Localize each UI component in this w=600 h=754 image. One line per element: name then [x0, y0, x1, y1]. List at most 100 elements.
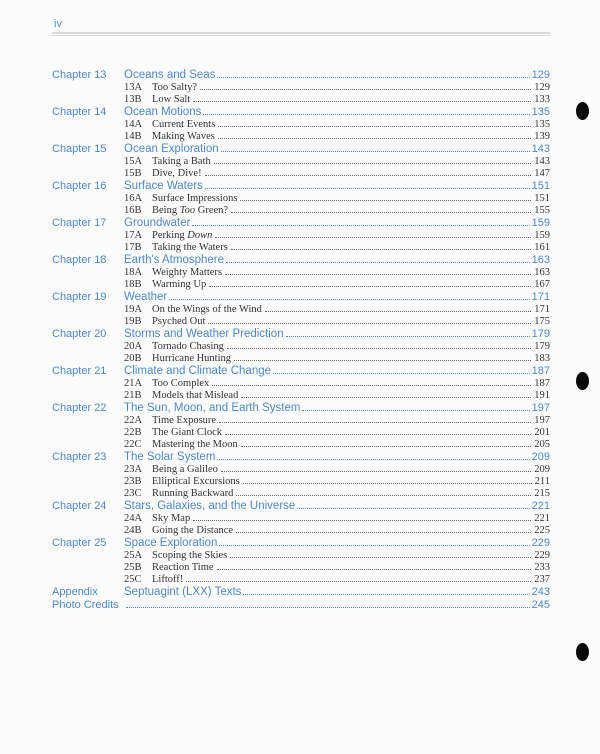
section-title: Too Salty? — [152, 83, 197, 94]
section-code: 14B — [124, 132, 152, 143]
section-page: 171 — [534, 305, 550, 316]
binder-hole — [576, 643, 589, 661]
leader-dots — [230, 557, 531, 558]
leader-dots — [226, 262, 530, 263]
chapter-page: 245 — [532, 600, 550, 611]
chapter-title: Ocean Exploration — [124, 144, 219, 156]
chapter-page: 143 — [532, 144, 550, 155]
section-title: Liftoff! — [152, 575, 183, 586]
section-title: Reaction Time — [152, 563, 214, 574]
chapter-page: 243 — [532, 587, 550, 598]
section-row: 25BReaction Time233 — [52, 563, 550, 574]
leader-dots — [225, 434, 531, 435]
chapter-page: 187 — [532, 366, 550, 377]
chapter-label: Chapter 24 — [52, 501, 124, 512]
chapter-title: Ocean Motions — [124, 107, 201, 119]
chapter-page: 163 — [532, 255, 550, 266]
leader-dots — [209, 286, 531, 287]
section-page: 167 — [534, 280, 550, 291]
section-title: Surface Impressions — [152, 194, 237, 205]
section-title: Taking a Bath — [152, 157, 211, 168]
leader-dots — [236, 495, 531, 496]
chapter-page: 229 — [532, 538, 550, 549]
chapter-title: Oceans and Seas — [124, 70, 215, 82]
leader-dots — [227, 348, 531, 349]
section-code: 23B — [124, 477, 152, 488]
binder-hole — [576, 102, 589, 120]
section-title: Weighty Matters — [152, 268, 222, 279]
section-row: 22BThe Giant Clock201 — [52, 428, 550, 439]
section-page: 159 — [534, 231, 550, 242]
table-of-contents: Chapter 13Oceans and Seas12913AToo Salty… — [52, 70, 550, 611]
leader-dots — [215, 237, 531, 238]
chapter-row: Chapter 18Earth's Atmosphere163 — [52, 255, 550, 267]
section-code: 23C — [124, 489, 152, 500]
leader-dots — [241, 446, 532, 447]
chapter-label: Chapter 25 — [52, 538, 124, 549]
section-title: Mastering the Moon — [152, 440, 238, 451]
section-page: 205 — [534, 440, 550, 451]
chapter-label: Chapter 16 — [52, 181, 124, 192]
section-page: 161 — [534, 243, 550, 254]
section-title: Psyched Out — [152, 317, 205, 328]
leader-dots — [218, 138, 531, 139]
leader-dots — [286, 336, 530, 337]
leader-dots — [203, 114, 529, 115]
section-row: 23ABeing a Galileo209 — [52, 465, 550, 476]
chapter-label: Appendix — [52, 587, 124, 598]
chapter-page: 197 — [532, 403, 550, 414]
leader-dots — [193, 520, 531, 521]
section-row: 15BDive, Dive!147 — [52, 169, 550, 180]
section-page: 147 — [534, 169, 550, 180]
toc-page: iv Chapter 13Oceans and Seas12913AToo Sa… — [0, 0, 600, 633]
chapter-row: Chapter 15Ocean Exploration143 — [52, 144, 550, 156]
section-code: 24A — [124, 514, 152, 525]
chapter-label: Chapter 22 — [52, 403, 124, 414]
section-page: 133 — [534, 95, 550, 106]
chapter-row: Photo Credits245 — [52, 600, 550, 611]
section-page: 221 — [534, 514, 550, 525]
section-page: 191 — [534, 391, 550, 402]
section-code: 17B — [124, 243, 152, 254]
section-title: Tornado Chasing — [152, 342, 224, 353]
section-page: 229 — [534, 551, 550, 562]
page-number: iv — [54, 18, 550, 30]
section-title: On the Wings of the Wind — [152, 305, 262, 316]
chapter-row: Chapter 25Space Exploration229 — [52, 538, 550, 550]
section-code: 13B — [124, 95, 152, 106]
chapter-label: Chapter 19 — [52, 292, 124, 303]
section-page: 175 — [534, 317, 550, 328]
section-row: 24BGoing the Distance225 — [52, 526, 550, 537]
chapter-page: 221 — [532, 501, 550, 512]
leader-dots — [208, 323, 531, 324]
chapter-row: AppendixSeptuagint (LXX) Texts243 — [52, 587, 550, 599]
chapter-page: 135 — [532, 107, 550, 118]
section-page: 201 — [534, 428, 550, 439]
section-title: Perking Down — [152, 231, 212, 242]
section-code: 17A — [124, 231, 152, 242]
section-page: 179 — [534, 342, 550, 353]
section-page: 187 — [534, 379, 550, 390]
section-title: Taking the Waters — [152, 243, 228, 254]
leader-dots — [221, 151, 530, 152]
section-code: 22C — [124, 440, 152, 451]
section-row: 22CMastering the Moon 205 — [52, 440, 550, 451]
leader-dots — [205, 188, 530, 189]
section-code: 25A — [124, 551, 152, 562]
section-row: 14BMaking Waves139 — [52, 132, 550, 143]
leader-dots — [217, 459, 529, 460]
section-title: Models that Mislead — [152, 391, 238, 402]
chapter-row: Chapter 22The Sun, Moon, and Earth Syste… — [52, 403, 550, 415]
section-row: 21BModels that Mislead191 — [52, 391, 550, 402]
chapter-label: Chapter 14 — [52, 107, 124, 118]
section-row: 13AToo Salty?129 — [52, 83, 550, 94]
chapter-title: Climate and Climate Change — [124, 366, 271, 378]
section-code: 16B — [124, 206, 152, 217]
section-row: 19BPsyched Out175 — [52, 317, 550, 328]
section-page: 151 — [534, 194, 550, 205]
section-title: Time Exposure — [152, 416, 216, 427]
section-row: 23BElliptical Excursions211 — [52, 477, 550, 488]
leader-dots — [273, 373, 530, 374]
leader-dots — [219, 422, 531, 423]
leader-dots — [205, 175, 532, 176]
